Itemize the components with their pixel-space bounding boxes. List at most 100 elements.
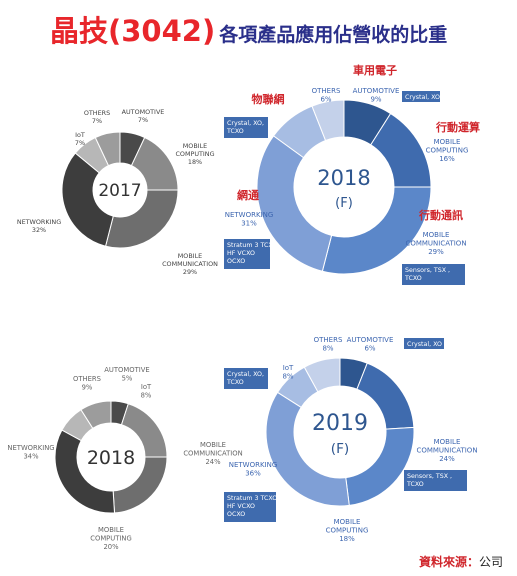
- slice-label-others: OTHERS 6%: [312, 87, 341, 104]
- slice-label-networking: NETWORKING 32%: [17, 218, 61, 234]
- slice-label-networking-line: 31%: [241, 220, 257, 228]
- slice-label-others: OTHERS 9%: [73, 375, 101, 391]
- product-2018f-box-line: TCXO: [226, 128, 244, 135]
- slice-label-mobile-computing-line: MOBILE: [334, 518, 361, 526]
- chinese-category-label: 行動運算: [435, 120, 480, 134]
- slice-label-others-line: 9%: [82, 383, 93, 391]
- donut-slice-networking: [54, 429, 116, 514]
- product-2019f-box-line: Crystal, XO: [407, 341, 442, 348]
- slice-label-networking-line: NETWORKING: [17, 218, 61, 226]
- slice-label-networking-line: NETWORKING: [7, 444, 54, 452]
- slice-label-iot-line: IoT: [283, 364, 294, 372]
- product-2018f-box-line: Crystal, XO: [405, 94, 440, 101]
- slice-label-networking: NETWORKING 36%: [229, 461, 278, 478]
- product-2019f-box-line: HF VCXO: [227, 503, 255, 510]
- slice-label-automotive-line: 5%: [122, 374, 133, 382]
- product-2018f-box-line: Crystal, XO,: [227, 120, 264, 127]
- slice-label-mobile-communication-line: MOBILE: [178, 252, 202, 260]
- product-2019f-box-text: Crystal, XO: [407, 341, 442, 348]
- product-2018f-box-line: TCXO: [404, 275, 422, 282]
- product-2019f-box-line: TCXO: [406, 481, 424, 488]
- product-2018f-box: [224, 239, 270, 269]
- slice-label-iot-line: IoT: [141, 383, 152, 391]
- title-sub: 各項產品應用佔營收的比重: [219, 24, 448, 46]
- product-2019f-box-text: Stratum 3 TCXO HF VCXO OCXO: [227, 495, 277, 518]
- slice-label-mobile-computing-line: 18%: [188, 158, 202, 166]
- slice-label-mobile-computing: MOBILE COMPUTING 18%: [326, 518, 369, 543]
- product-2019f-box-line: OCXO: [227, 511, 245, 518]
- slice-label-mobile-computing-line: COMPUTING: [426, 147, 469, 155]
- slice-label-mobile-communication-line: COMMUNICATION: [405, 240, 466, 248]
- product-2018f-box-text: Stratum 3 TCXO HF VCXO OCXO: [227, 242, 277, 265]
- donut-slice-mobile-communication: [321, 186, 432, 275]
- donut-center-label: 2019: [312, 411, 368, 436]
- slice-label-networking-line: NETWORKING: [229, 461, 278, 469]
- product-2018f-box-line: OCXO: [227, 258, 245, 265]
- source-label: 資料來源：: [418, 555, 479, 569]
- slice-label-mobile-communication-line: COMMUNICATION: [416, 447, 477, 455]
- slice-label-automotive-line: AUTOMOTIVE: [104, 366, 149, 374]
- slice-label-mobile-communication: MOBILE COMMUNICATION 24%: [183, 441, 242, 466]
- slice-label-iot-line: 8%: [282, 373, 293, 381]
- chinese-category-label: 物聯網: [252, 92, 285, 106]
- product-2018f-box-line: HF VCXO: [227, 250, 255, 257]
- product-2019f-box-text: Sensors, TSX , TCXO: [406, 473, 452, 488]
- product-2019f-box-text: Crystal, XO, TCXO: [226, 371, 264, 386]
- slice-label-automotive: AUTOMOTIVE 9%: [353, 87, 400, 104]
- slice-label-automotive-line: 9%: [370, 96, 381, 104]
- chinese-category-label: 網通: [237, 188, 259, 202]
- slice-label-mobile-communication-line: 24%: [205, 458, 221, 466]
- slice-label-iot: IoT 8%: [141, 383, 152, 399]
- chinese-category-label: 車用電子: [353, 63, 397, 77]
- product-2019f-box-line: TCXO: [226, 379, 244, 386]
- slice-label-mobile-computing-line: 18%: [339, 535, 355, 543]
- slice-label-others: OTHERS 8%: [314, 336, 343, 353]
- product-2018f-box-text: Crystal, XO: [405, 94, 440, 101]
- slice-label-others-line: OTHERS: [312, 87, 341, 95]
- slice-label-mobile-computing-line: COMPUTING: [175, 150, 214, 158]
- slice-label-mobile-computing: MOBILE COMPUTING 20%: [90, 526, 132, 551]
- slice-label-mobile-communication: MOBILE COMMUNICATION 24%: [416, 438, 477, 463]
- product-2018f-box: [402, 91, 440, 102]
- donut-slice-others: [80, 400, 112, 429]
- donut-slice-others: [94, 131, 121, 167]
- slice-label-others-line: 6%: [320, 96, 331, 104]
- slice-label-iot: IoT 8%: [282, 364, 294, 381]
- slice-label-mobile-computing: MOBILE COMPUTING 16%: [426, 138, 469, 163]
- donut-slice-mobile-communication: [104, 189, 179, 249]
- slice-label-mobile-computing-line: 16%: [439, 155, 455, 163]
- donut-slice-others: [303, 357, 341, 393]
- slice-label-iot-line: 8%: [141, 391, 152, 399]
- slice-label-networking: NETWORKING 31%: [225, 211, 274, 228]
- donut-slice-networking: [61, 152, 114, 247]
- slice-label-automotive-line: 6%: [364, 345, 375, 353]
- slice-label-mobile-communication-line: COMMUNICATION: [183, 449, 242, 457]
- slice-label-mobile-communication-line: 24%: [439, 455, 455, 463]
- slice-label-mobile-communication-line: COMMUNICATION: [162, 260, 218, 268]
- slice-label-mobile-communication: MOBILE COMMUNICATION 29%: [162, 252, 218, 276]
- product-2018f-box-line: Sensors, TSX ,: [405, 267, 450, 274]
- slice-label-networking-line: 36%: [245, 470, 261, 478]
- source-note: 資料來源：公司: [419, 553, 503, 570]
- donut-slice-others: [311, 99, 345, 142]
- slice-label-others-line: OTHERS: [84, 109, 110, 117]
- slice-label-iot: IoT 7%: [75, 131, 85, 147]
- product-2019f-box-line: Stratum 3 TCXO: [227, 495, 277, 502]
- slice-label-mobile-communication-line: 29%: [428, 248, 444, 256]
- slice-label-iot-line: 7%: [75, 139, 85, 147]
- product-2019f-box: [224, 492, 276, 522]
- product-2019f-box: [224, 368, 268, 389]
- slice-label-automotive-line: 7%: [138, 116, 148, 124]
- slice-label-mobile-communication-line: MOBILE: [434, 438, 461, 446]
- product-2019f-box: [404, 470, 467, 491]
- slice-label-automotive: AUTOMOTIVE 7%: [122, 108, 165, 124]
- donut-slice-networking: [265, 391, 350, 507]
- product-2018f-box-line: Stratum 3 TCXO: [227, 242, 277, 249]
- product-2018f-box-text: Sensors, TSX , TCXO: [404, 267, 450, 282]
- slice-label-networking-line: NETWORKING: [225, 211, 274, 219]
- slice-label-mobile-computing-line: COMPUTING: [90, 534, 132, 542]
- slice-label-mobile-computing-line: MOBILE: [434, 138, 461, 146]
- slice-label-mobile-computing: MOBILE COMPUTING 18%: [175, 142, 214, 166]
- slice-label-others: OTHERS 7%: [84, 109, 110, 125]
